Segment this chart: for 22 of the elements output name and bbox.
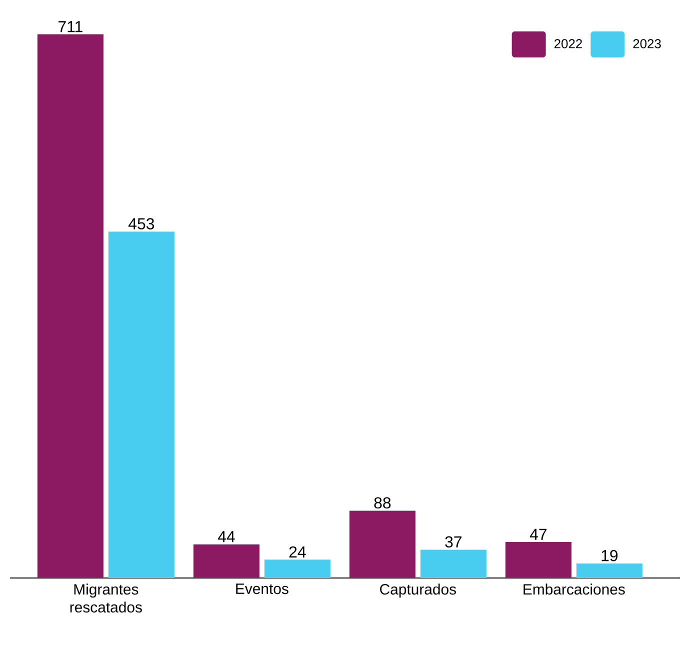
data-label: 24	[289, 546, 306, 558]
data-label: 37	[445, 536, 462, 548]
x-tick-label: Migrantes rescatados	[70, 584, 142, 613]
data-label: 88	[374, 497, 391, 509]
bar	[349, 510, 416, 578]
data-label: 19	[602, 550, 618, 562]
bar	[420, 550, 486, 578]
bar	[193, 544, 260, 578]
bar	[108, 232, 174, 578]
bar	[505, 542, 572, 578]
bar	[264, 560, 330, 578]
legend-label: 2022	[554, 39, 582, 48]
data-label: 711	[58, 21, 82, 32]
data-label: 47	[530, 528, 546, 540]
data-label: 453	[128, 218, 154, 230]
x-tick-label: Embarcaciones	[524, 584, 625, 595]
legend-label: 2023	[633, 39, 661, 48]
data-label: 44	[218, 531, 235, 542]
x-tick-label: Eventos	[236, 584, 288, 594]
x-tick-label: Capturados	[380, 584, 456, 598]
bar	[37, 34, 104, 578]
bar	[576, 563, 642, 578]
